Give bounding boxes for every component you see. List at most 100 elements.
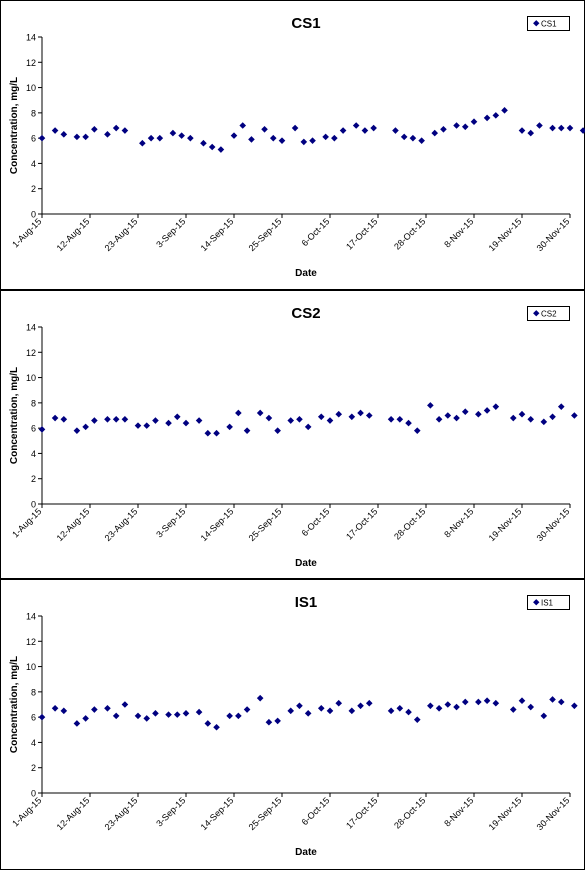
y-tick-label: 6 <box>31 424 36 434</box>
data-point <box>51 414 59 422</box>
data-point <box>527 415 535 423</box>
data-point <box>348 413 356 421</box>
y-tick-label: 12 <box>26 637 36 647</box>
data-point <box>326 417 334 424</box>
y-tick-label: 10 <box>26 83 36 93</box>
data-point <box>134 422 142 429</box>
data-point <box>413 716 421 723</box>
data-point <box>82 133 89 141</box>
legend: CS2 <box>527 306 570 321</box>
data-point <box>243 706 251 713</box>
data-point <box>287 417 295 424</box>
chart-title: CS2 <box>291 305 320 322</box>
data-point <box>104 131 111 138</box>
data-point <box>156 134 164 142</box>
data-point <box>51 127 59 134</box>
data-point <box>165 419 172 427</box>
data-point <box>265 414 273 422</box>
data-point <box>536 122 543 129</box>
data-point <box>431 129 439 137</box>
y-tick-label: 2 <box>31 763 36 773</box>
y-tick-label: 4 <box>31 159 36 169</box>
data-point <box>566 124 574 132</box>
data-point <box>317 413 325 421</box>
data-point <box>239 122 247 129</box>
y-tick-label: 10 <box>26 662 36 672</box>
data-point <box>400 133 408 141</box>
data-point <box>82 715 89 722</box>
data-point <box>200 139 207 147</box>
y-tick-label: 12 <box>26 58 36 68</box>
y-tick-label: 8 <box>31 108 36 118</box>
chart-panel-cs2: CS2 0 2 4 6 8 10 12 14 1-Aug-15 12-Aug-15 23-Aug-15… <box>0 290 585 579</box>
y-tick-label: 2 <box>31 474 36 484</box>
data-point <box>60 707 68 715</box>
y-tick-label: 8 <box>31 687 36 697</box>
data-point <box>173 711 181 718</box>
chart-panel-is1: IS1 0 2 4 6 8 10 12 14 1-Aug-15 12-Aug-15 23-Aug-15… <box>0 579 585 870</box>
data-point <box>230 132 238 139</box>
data-point <box>256 409 264 417</box>
data-point <box>387 415 395 423</box>
data-point <box>527 129 535 137</box>
data-point <box>38 713 46 721</box>
data-point <box>143 422 151 429</box>
y-tick-label: 14 <box>26 612 36 622</box>
data-point <box>440 125 447 133</box>
data-point <box>518 127 526 134</box>
data-point <box>461 123 469 131</box>
data-point <box>274 717 281 725</box>
data-point <box>444 412 452 419</box>
data-point <box>357 409 364 417</box>
data-point <box>518 697 526 705</box>
data-point <box>82 423 89 431</box>
data-point <box>243 427 251 434</box>
data-point <box>235 712 242 720</box>
chart-frame <box>0 0 585 290</box>
data-point <box>571 412 578 419</box>
y-tick-label: 0 <box>31 210 36 220</box>
data-point <box>509 706 517 713</box>
data-point <box>256 694 264 702</box>
y-axis-label: Concentration, mg/L <box>9 367 20 464</box>
y-tick-label: 4 <box>31 449 36 459</box>
data-point <box>248 136 255 143</box>
legend-label: IS1 <box>541 599 554 608</box>
data-point <box>335 410 343 418</box>
data-point <box>579 127 585 134</box>
data-point <box>348 707 356 715</box>
x-axis-label: Date <box>295 558 317 569</box>
y-tick-label: 10 <box>26 373 36 383</box>
y-tick-label: 0 <box>31 789 36 799</box>
data-point <box>435 415 443 423</box>
y-tick-label: 14 <box>26 323 36 333</box>
y-tick-label: 14 <box>26 33 36 43</box>
data-point <box>405 708 412 716</box>
y-tick-label: 2 <box>31 184 36 194</box>
data-point <box>38 426 46 433</box>
y-tick-label: 4 <box>31 738 36 748</box>
legend: IS1 <box>527 595 570 610</box>
data-point <box>38 134 46 142</box>
data-point <box>331 134 338 142</box>
legend-label: CS2 <box>541 310 557 319</box>
data-point <box>427 402 434 409</box>
data-point <box>143 715 151 722</box>
data-point <box>453 414 460 422</box>
x-axis-label: Date <box>295 847 317 858</box>
data-point <box>91 417 98 424</box>
data-point <box>492 403 500 410</box>
x-axis-label: Date <box>295 268 317 279</box>
data-point <box>139 139 146 147</box>
y-tick-label: 0 <box>31 500 36 510</box>
data-point <box>182 419 190 427</box>
legend-box <box>527 595 570 610</box>
chart-panel-cs1: CS1 0 2 4 6 8 10 12 14 1-Aug-15 12-Aug-15 23-Aug-15… <box>0 0 585 290</box>
data-point <box>112 415 120 423</box>
data-point <box>60 131 68 138</box>
data-point <box>213 723 220 731</box>
y-axis-label: Concentration, mg/L <box>9 77 20 174</box>
data-point <box>91 125 98 133</box>
